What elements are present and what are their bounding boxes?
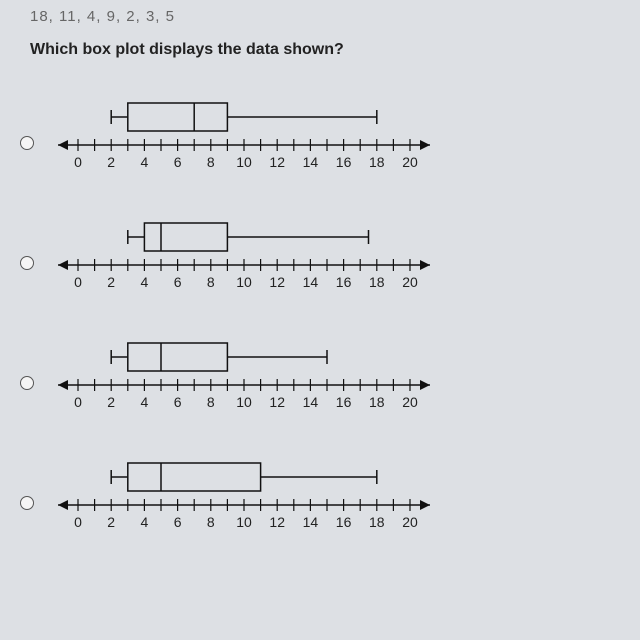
svg-text:18: 18 <box>369 514 385 530</box>
radio-button[interactable] <box>20 136 34 150</box>
svg-text:4: 4 <box>141 514 149 530</box>
options-container: 0246810121416182002468101214161820024681… <box>0 97 640 549</box>
svg-text:16: 16 <box>336 394 352 410</box>
svg-text:6: 6 <box>174 274 182 290</box>
svg-text:4: 4 <box>141 154 149 170</box>
svg-text:0: 0 <box>74 394 82 410</box>
option-row: 0 2 4 6 8 10 12 14 16 18 20 <box>20 337 620 429</box>
radio-button[interactable] <box>20 496 34 510</box>
svg-text:12: 12 <box>269 154 285 170</box>
svg-text:10: 10 <box>236 394 252 410</box>
boxplot: 0 2 4 6 8 10 12 14 16 18 20 <box>54 457 454 549</box>
svg-text:0: 0 <box>74 514 82 530</box>
svg-text:10: 10 <box>236 154 252 170</box>
radio-button[interactable] <box>20 256 34 270</box>
svg-text:2: 2 <box>107 274 115 290</box>
svg-text:4: 4 <box>141 394 149 410</box>
svg-text:6: 6 <box>174 394 182 410</box>
svg-text:12: 12 <box>269 514 285 530</box>
option-row: 0 2 4 6 8 10 12 14 16 18 20 <box>20 97 620 189</box>
svg-text:14: 14 <box>303 274 319 290</box>
boxplot: 0 2 4 6 8 10 12 14 16 18 20 <box>54 97 454 189</box>
svg-text:18: 18 <box>369 394 385 410</box>
option-row: 0 2 4 6 8 10 12 14 16 18 20 <box>20 217 620 309</box>
radio-button[interactable] <box>20 376 34 390</box>
option-row: 0 2 4 6 8 10 12 14 16 18 20 <box>20 457 620 549</box>
svg-text:14: 14 <box>303 154 319 170</box>
svg-text:20: 20 <box>402 154 418 170</box>
svg-text:18: 18 <box>369 274 385 290</box>
svg-text:8: 8 <box>207 514 215 530</box>
svg-text:2: 2 <box>107 514 115 530</box>
svg-text:2: 2 <box>107 154 115 170</box>
svg-text:10: 10 <box>236 514 252 530</box>
svg-text:14: 14 <box>303 514 319 530</box>
svg-text:4: 4 <box>141 274 149 290</box>
boxplot: 0 2 4 6 8 10 12 14 16 18 20 <box>54 337 454 429</box>
svg-text:12: 12 <box>269 274 285 290</box>
svg-text:20: 20 <box>402 514 418 530</box>
svg-text:16: 16 <box>336 154 352 170</box>
svg-text:16: 16 <box>336 514 352 530</box>
svg-text:20: 20 <box>402 394 418 410</box>
svg-text:8: 8 <box>207 274 215 290</box>
svg-text:18: 18 <box>369 154 385 170</box>
svg-text:16: 16 <box>336 274 352 290</box>
svg-text:2: 2 <box>107 394 115 410</box>
svg-text:10: 10 <box>236 274 252 290</box>
svg-text:12: 12 <box>269 394 285 410</box>
question-text: Which box plot displays the data shown? <box>0 25 640 69</box>
svg-text:0: 0 <box>74 154 82 170</box>
svg-text:6: 6 <box>174 154 182 170</box>
svg-text:0: 0 <box>74 274 82 290</box>
top-partial-data: 18, 11, 4, 9, 2, 3, 5 <box>0 0 640 25</box>
svg-text:8: 8 <box>207 394 215 410</box>
svg-text:14: 14 <box>303 394 319 410</box>
svg-text:8: 8 <box>207 154 215 170</box>
svg-text:6: 6 <box>174 514 182 530</box>
boxplot: 0 2 4 6 8 10 12 14 16 18 20 <box>54 217 454 309</box>
svg-text:20: 20 <box>402 274 418 290</box>
